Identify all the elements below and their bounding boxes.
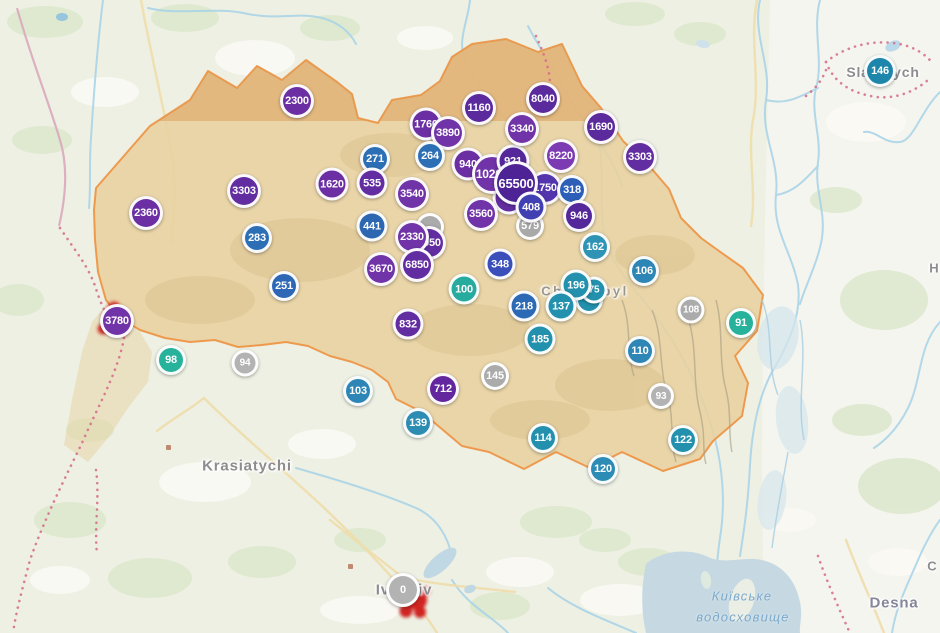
map-marker-8220[interactable]: 8220 <box>544 139 578 173</box>
map-marker-441[interactable]: 441 <box>356 210 388 242</box>
map-marker-3303[interactable]: 3303 <box>227 174 261 208</box>
map-marker-408[interactable]: 408 <box>515 191 547 223</box>
map-marker-120[interactable]: 120 <box>588 454 618 484</box>
kyiv-reservoir <box>642 551 802 633</box>
map-marker-271[interactable]: 271 <box>360 144 390 174</box>
map-marker-196[interactable]: 196 <box>560 269 592 301</box>
map-marker-1690[interactable]: 1690 <box>584 110 618 144</box>
map-marker-145[interactable]: 145 <box>481 362 509 390</box>
map-marker-2360[interactable]: 2360 <box>129 196 163 230</box>
map-marker-94[interactable]: 94 <box>231 349 259 377</box>
map-marker-3540[interactable]: 3540 <box>395 177 429 211</box>
map-marker-146[interactable]: 146 <box>864 55 896 87</box>
map-marker-535[interactable]: 535 <box>356 167 388 199</box>
map-marker-3560[interactable]: 3560 <box>464 197 498 231</box>
place-label-desna: Desna <box>869 594 919 612</box>
map-marker-91[interactable]: 91 <box>726 308 756 338</box>
map-marker-6850[interactable]: 6850 <box>400 248 434 282</box>
map-marker-100[interactable]: 100 <box>448 273 480 305</box>
map-marker-712[interactable]: 712 <box>427 373 459 405</box>
water-bodies <box>56 13 901 633</box>
map-marker-122[interactable]: 122 <box>668 425 698 455</box>
map-marker-832[interactable]: 832 <box>392 308 424 340</box>
map-marker-1620[interactable]: 1620 <box>315 167 349 201</box>
map-marker-0[interactable]: 0 <box>386 573 420 607</box>
map-marker-264[interactable]: 264 <box>415 141 445 171</box>
map-marker-114[interactable]: 114 <box>528 423 558 453</box>
map-marker-3303[interactable]: 3303 <box>623 140 657 174</box>
map-marker-103[interactable]: 103 <box>343 376 373 406</box>
ivankiv-lake <box>423 547 457 579</box>
clearing-patches <box>30 26 928 624</box>
map-marker-108[interactable]: 108 <box>677 296 705 324</box>
water-label-vodoskhovyshche: водосховище <box>696 609 790 625</box>
map-marker-65500[interactable]: 65500 <box>494 161 538 205</box>
map-marker-3890[interactable]: 3890 <box>431 116 465 150</box>
water-label-kyivske: Київське <box>711 588 773 604</box>
map-marker-137[interactable]: 137 <box>545 290 577 322</box>
map-marker-106[interactable]: 106 <box>629 256 659 286</box>
place-label-edge-c: C <box>927 558 937 574</box>
landmark-icon <box>166 445 171 450</box>
map-marker-139[interactable]: 139 <box>403 408 433 438</box>
map-marker-8040[interactable]: 8040 <box>526 82 560 116</box>
map-marker-218[interactable]: 218 <box>508 290 540 322</box>
place-label-edge-h: H <box>929 260 939 276</box>
map-marker-348[interactable]: 348 <box>484 248 516 280</box>
map-marker-110[interactable]: 110 <box>625 336 655 366</box>
zone-southwest-tongue <box>64 305 152 462</box>
landmark-icon <box>348 564 353 569</box>
map-marker-1160[interactable]: 1160 <box>462 91 496 125</box>
map-marker-946[interactable]: 946 <box>563 200 595 232</box>
map-marker-3780[interactable]: 3780 <box>100 304 134 338</box>
map-marker-283[interactable]: 283 <box>242 223 272 253</box>
place-label-krasiatychi: Krasiatychi <box>202 457 292 475</box>
landmark-icons <box>166 445 353 569</box>
map-marker-2300[interactable]: 2300 <box>280 84 314 118</box>
map-marker-98[interactable]: 98 <box>156 345 186 375</box>
map-marker-251[interactable]: 251 <box>269 271 299 301</box>
map-marker-3340[interactable]: 3340 <box>505 112 539 146</box>
map-marker-162[interactable]: 162 <box>580 232 610 262</box>
map-marker-93[interactable]: 93 <box>648 383 674 409</box>
map-marker-185[interactable]: 185 <box>524 323 556 355</box>
map-marker-3670[interactable]: 3670 <box>364 252 398 286</box>
